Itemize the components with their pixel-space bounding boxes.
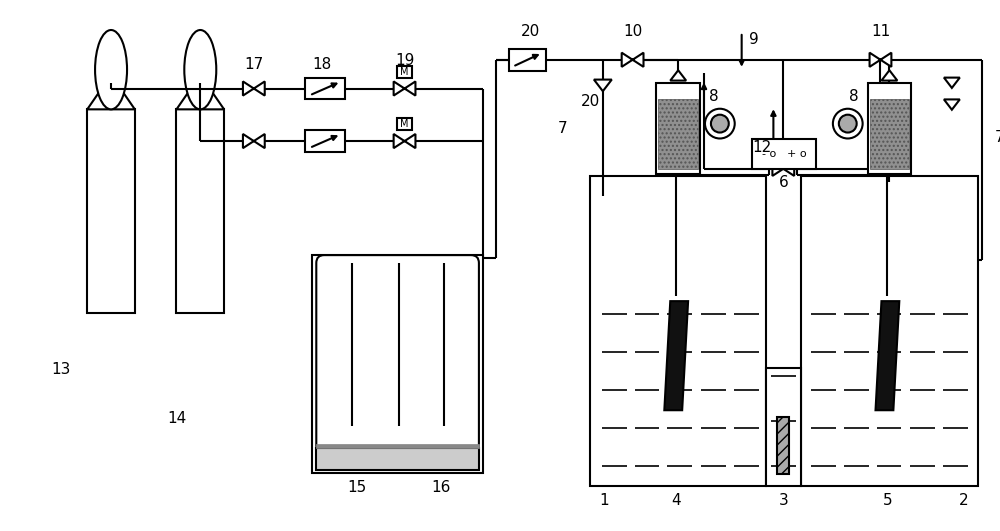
Polygon shape: [870, 53, 891, 67]
Polygon shape: [670, 70, 686, 81]
Text: 13: 13: [52, 362, 71, 376]
Polygon shape: [394, 81, 415, 96]
Bar: [868, 82, 911, 174]
Circle shape: [833, 109, 863, 139]
Text: 20: 20: [581, 94, 601, 109]
Text: 8: 8: [709, 89, 719, 104]
Text: 8: 8: [849, 89, 859, 104]
Text: 18: 18: [313, 57, 332, 72]
Bar: [316, 449, 479, 470]
Text: 20: 20: [521, 24, 540, 39]
Circle shape: [705, 109, 735, 139]
Bar: [397, 66, 412, 78]
Text: - o: - o: [762, 149, 777, 159]
Text: 16: 16: [432, 479, 451, 494]
Bar: [509, 49, 546, 71]
Text: 17: 17: [244, 57, 263, 72]
Bar: [752, 139, 816, 169]
Text: + o: + o: [787, 149, 807, 159]
Bar: [658, 99, 698, 169]
Bar: [305, 130, 345, 152]
Text: 7: 7: [995, 130, 1000, 145]
Bar: [590, 176, 766, 486]
Text: 9: 9: [749, 32, 758, 47]
Bar: [104, 70, 118, 84]
Bar: [801, 176, 978, 486]
Polygon shape: [881, 70, 897, 81]
Bar: [194, 70, 207, 84]
Polygon shape: [594, 80, 612, 91]
Bar: [87, 109, 135, 313]
Polygon shape: [876, 301, 899, 410]
Text: 10: 10: [623, 24, 642, 39]
Bar: [176, 109, 224, 313]
Polygon shape: [622, 53, 644, 67]
Text: 5: 5: [883, 493, 892, 509]
Bar: [316, 444, 479, 449]
Text: 11: 11: [871, 24, 890, 39]
Text: 7: 7: [557, 121, 567, 136]
Text: 15: 15: [347, 479, 367, 494]
Circle shape: [839, 115, 857, 133]
Circle shape: [711, 115, 729, 133]
Text: 3: 3: [778, 493, 788, 509]
Text: 14: 14: [167, 411, 186, 426]
Polygon shape: [176, 84, 224, 109]
Text: 12: 12: [752, 140, 771, 155]
Bar: [766, 368, 801, 486]
Bar: [397, 118, 412, 130]
Ellipse shape: [95, 30, 127, 109]
Ellipse shape: [184, 30, 216, 109]
Text: 2: 2: [959, 493, 969, 509]
Polygon shape: [243, 81, 265, 96]
Polygon shape: [394, 134, 415, 148]
Text: 19: 19: [395, 53, 414, 68]
Polygon shape: [944, 78, 960, 88]
Text: M: M: [400, 119, 409, 129]
Bar: [870, 99, 909, 169]
Polygon shape: [87, 84, 135, 109]
Polygon shape: [772, 162, 794, 176]
Polygon shape: [243, 134, 265, 148]
Text: 1: 1: [599, 493, 609, 509]
Bar: [312, 255, 483, 473]
Polygon shape: [944, 99, 960, 110]
Polygon shape: [664, 301, 688, 410]
Bar: [305, 78, 345, 99]
Text: 4: 4: [671, 493, 681, 509]
Text: 6: 6: [778, 175, 788, 190]
Text: M: M: [400, 67, 409, 76]
Bar: [656, 82, 700, 174]
Bar: [777, 417, 789, 474]
